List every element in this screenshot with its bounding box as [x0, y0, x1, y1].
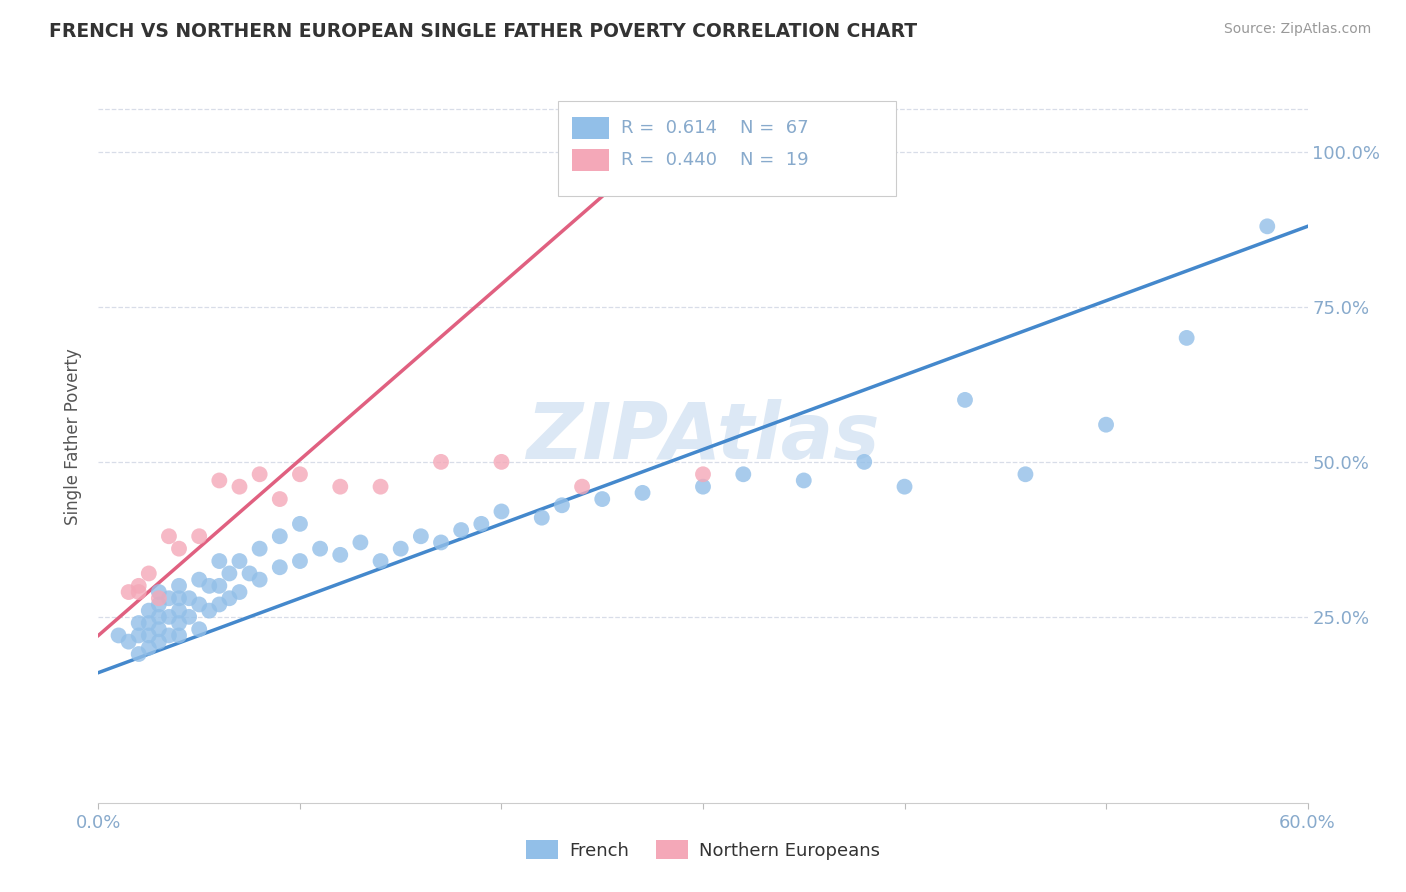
Point — [157, 529, 180, 543]
Point — [349, 535, 371, 549]
Point — [491, 504, 513, 518]
Point — [370, 480, 392, 494]
Point — [228, 585, 250, 599]
Point — [329, 480, 352, 494]
Point — [430, 455, 453, 469]
Point — [148, 585, 170, 599]
Point — [167, 579, 190, 593]
Point — [138, 615, 160, 630]
Point — [208, 474, 231, 488]
Point — [138, 566, 160, 581]
Point — [249, 467, 271, 482]
Point — [148, 634, 170, 648]
Point — [157, 591, 180, 606]
Point — [591, 491, 613, 506]
Point — [128, 579, 150, 593]
Point — [198, 579, 221, 593]
Point — [249, 573, 271, 587]
Point — [571, 480, 593, 494]
Point — [450, 523, 472, 537]
Point — [148, 622, 170, 636]
Point — [228, 480, 250, 494]
Point — [188, 598, 211, 612]
Point — [409, 529, 432, 543]
Text: R =  0.614    N =  67: R = 0.614 N = 67 — [621, 119, 808, 136]
Point — [631, 486, 654, 500]
Point — [470, 516, 492, 531]
Point — [692, 467, 714, 482]
Text: ZIPAtlas: ZIPAtlas — [526, 399, 880, 475]
Point — [167, 541, 190, 556]
Point — [269, 560, 291, 574]
Point — [329, 548, 352, 562]
Point — [128, 585, 150, 599]
Point — [148, 591, 170, 606]
Point — [188, 573, 211, 587]
Point — [733, 467, 755, 482]
Legend: French, Northern Europeans: French, Northern Europeans — [519, 833, 887, 867]
Point — [551, 498, 574, 512]
Point — [118, 634, 141, 648]
Point — [107, 628, 129, 642]
Point — [288, 467, 311, 482]
Y-axis label: Single Father Poverty: Single Father Poverty — [65, 349, 83, 525]
Text: FRENCH VS NORTHERN EUROPEAN SINGLE FATHER POVERTY CORRELATION CHART: FRENCH VS NORTHERN EUROPEAN SINGLE FATHE… — [49, 22, 917, 41]
Point — [138, 640, 160, 655]
Point — [128, 628, 150, 642]
Point — [288, 516, 311, 531]
Point — [188, 622, 211, 636]
Point — [167, 591, 190, 606]
Point — [1256, 219, 1278, 234]
Point — [228, 554, 250, 568]
Text: R =  0.440    N =  19: R = 0.440 N = 19 — [621, 151, 808, 169]
Point — [167, 604, 190, 618]
Point — [138, 628, 160, 642]
Point — [128, 647, 150, 661]
Point — [953, 392, 976, 407]
Point — [1095, 417, 1118, 432]
Point — [208, 554, 231, 568]
Point — [309, 541, 332, 556]
Point — [853, 455, 876, 469]
Point — [491, 455, 513, 469]
Point — [530, 510, 553, 524]
Text: Source: ZipAtlas.com: Source: ZipAtlas.com — [1223, 22, 1371, 37]
Point — [128, 615, 150, 630]
FancyBboxPatch shape — [572, 117, 609, 138]
Point — [157, 628, 180, 642]
Point — [218, 591, 240, 606]
Point — [1175, 331, 1198, 345]
Point — [179, 591, 201, 606]
Point — [148, 598, 170, 612]
Point — [1014, 467, 1036, 482]
FancyBboxPatch shape — [558, 101, 897, 195]
Point — [269, 491, 291, 506]
Point — [893, 480, 915, 494]
Point — [167, 628, 190, 642]
Point — [167, 615, 190, 630]
Point — [793, 474, 815, 488]
Point — [188, 529, 211, 543]
Point — [179, 610, 201, 624]
Point — [218, 566, 240, 581]
Point — [138, 604, 160, 618]
Point — [430, 535, 453, 549]
Point — [692, 480, 714, 494]
Point — [389, 541, 412, 556]
Point — [148, 610, 170, 624]
Point — [198, 604, 221, 618]
FancyBboxPatch shape — [572, 149, 609, 171]
Point — [208, 598, 231, 612]
Point — [249, 541, 271, 556]
Point — [157, 610, 180, 624]
Point — [370, 554, 392, 568]
Point — [239, 566, 262, 581]
Point — [118, 585, 141, 599]
Point — [208, 579, 231, 593]
Point — [288, 554, 311, 568]
Point — [269, 529, 291, 543]
